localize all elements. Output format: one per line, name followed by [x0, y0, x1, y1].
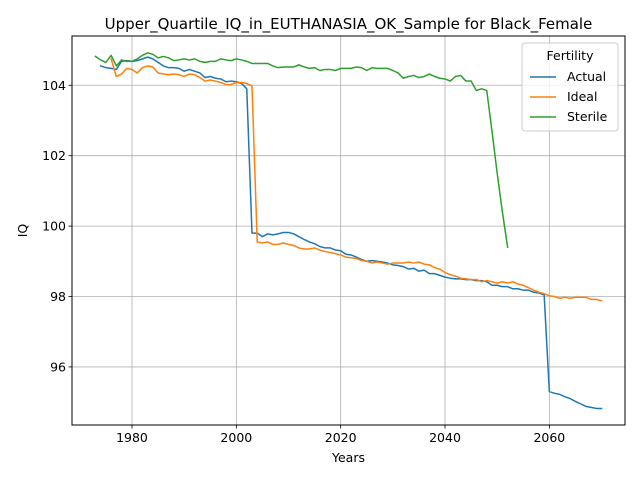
chart-title: Upper_Quartile_IQ_in_EUTHANASIA_OK_Sampl…	[105, 15, 593, 34]
legend-label-sterile: Sterile	[567, 109, 608, 124]
legend: Fertility Actual Ideal Sterile	[521, 42, 619, 132]
y-tick-label: 102	[42, 148, 66, 163]
y-tick-label: 96	[50, 359, 66, 374]
y-tick-label: 104	[42, 78, 66, 93]
x-axis: 1980 2000 2020 2040 2060	[116, 425, 565, 445]
y-axis: 96 98 100 102 104	[42, 78, 72, 374]
x-tick-label: 1980	[116, 430, 148, 445]
series-layer	[94, 52, 603, 410]
legend-label-ideal: Ideal	[567, 89, 597, 104]
y-tick-label: 98	[50, 289, 66, 304]
series-line-actual	[99, 56, 603, 410]
legend-label-actual: Actual	[567, 69, 606, 84]
x-tick-label: 2020	[325, 430, 357, 445]
y-tick-label: 100	[42, 219, 66, 234]
x-tick-label: 2060	[533, 430, 565, 445]
plot-frame	[71, 35, 626, 426]
series-line-ideal	[110, 57, 603, 302]
y-axis-label: IQ	[15, 224, 30, 238]
x-axis-label: Years	[331, 450, 365, 465]
series-line-sterile	[94, 52, 509, 249]
legend-box	[521, 42, 619, 132]
legend-title: Fertility	[547, 48, 595, 63]
legend-entries: Actual Ideal Sterile	[530, 69, 608, 124]
x-tick-label: 2000	[220, 430, 252, 445]
x-tick-label: 2040	[429, 430, 461, 445]
